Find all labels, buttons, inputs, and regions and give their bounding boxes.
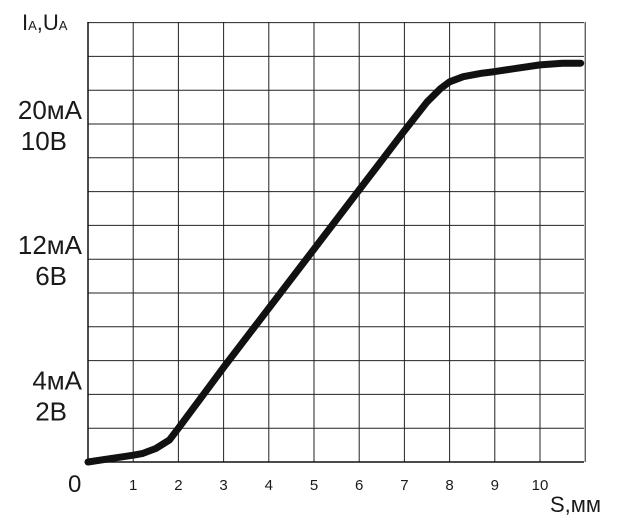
y-tick-label: 20мА bbox=[18, 95, 83, 125]
axes bbox=[87, 22, 584, 463]
grid bbox=[88, 22, 586, 462]
x-tick-label: 3 bbox=[219, 477, 227, 494]
x-tick-label: 2 bbox=[174, 477, 182, 494]
x-tick-labels: 1 2 3 4 5 6 7 8 9 10 bbox=[129, 477, 548, 494]
x-tick-label: 8 bbox=[445, 477, 453, 494]
x-tick-label: 7 bbox=[400, 477, 408, 494]
x-tick-label: 9 bbox=[491, 477, 499, 494]
y-tick-label: 6В bbox=[35, 261, 67, 291]
y-tick-label: 4мА bbox=[32, 365, 82, 395]
x-tick-label: 10 bbox=[532, 477, 549, 494]
x-tick-label: 6 bbox=[355, 477, 363, 494]
y-tick-label: 12мА bbox=[18, 230, 83, 260]
origin-label: 0 bbox=[68, 471, 81, 498]
x-tick-label: 1 bbox=[129, 477, 137, 494]
x-axis-title: S,мм bbox=[550, 492, 601, 517]
y-tick-label: 2В bbox=[35, 396, 67, 426]
y-axis-title: IA,UA bbox=[22, 10, 68, 35]
y-tick-label: 10В bbox=[21, 126, 67, 156]
series-line bbox=[84, 59, 585, 466]
x-tick-label: 5 bbox=[310, 477, 318, 494]
x-tick-label: 4 bbox=[265, 477, 273, 494]
